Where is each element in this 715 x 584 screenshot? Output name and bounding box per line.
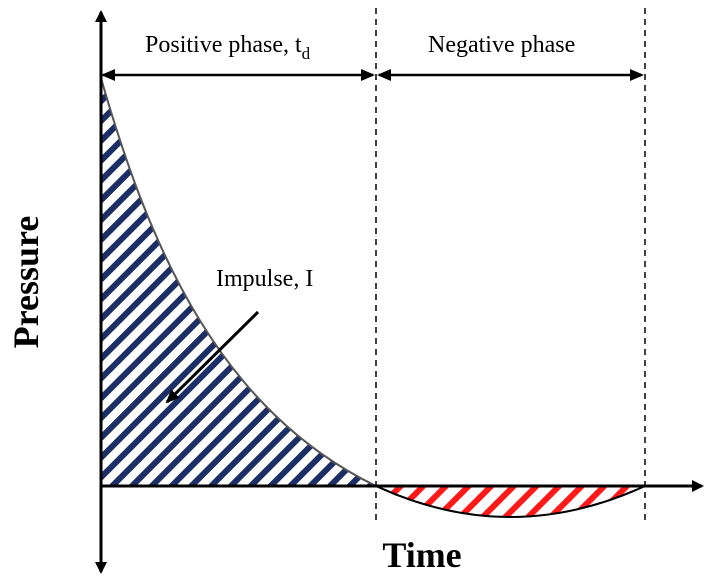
positive-phase-label: Positive phase, td [145,32,311,63]
positive-impulse-area [101,78,376,486]
x-axis-title: Time [382,535,461,575]
y-axis-title: Pressure [6,216,46,349]
impulse-label: Impulse, I [216,266,313,292]
impulse-pointer [165,310,260,404]
negative-phase-label: Negative phase [428,32,575,58]
negative-curve [375,485,646,518]
positive-curve [100,77,377,487]
